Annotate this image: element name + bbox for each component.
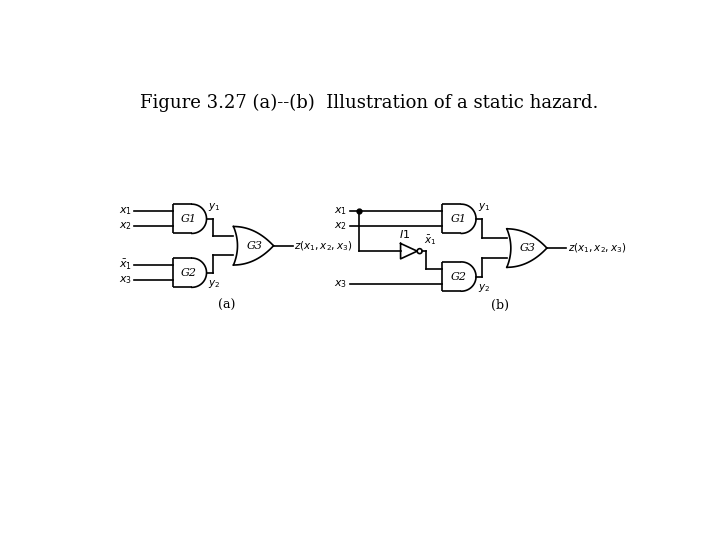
Text: $y_2$: $y_2$ bbox=[477, 282, 490, 294]
Text: $z(x_1, x_2, x_3)$: $z(x_1, x_2, x_3)$ bbox=[294, 239, 353, 253]
Text: G2: G2 bbox=[181, 268, 197, 278]
Text: $\bar{x}_1$: $\bar{x}_1$ bbox=[423, 233, 436, 247]
Text: G2: G2 bbox=[451, 272, 467, 281]
Text: $\bar{x}_1$: $\bar{x}_1$ bbox=[119, 258, 132, 272]
Text: G3: G3 bbox=[246, 241, 263, 251]
Text: $y_1$: $y_1$ bbox=[208, 201, 220, 213]
Text: G3: G3 bbox=[520, 243, 536, 253]
Text: $y_1$: $y_1$ bbox=[477, 201, 490, 213]
Text: (a): (a) bbox=[218, 299, 235, 312]
Text: $x_1$: $x_1$ bbox=[119, 206, 132, 218]
Text: G1: G1 bbox=[181, 214, 197, 224]
Text: $x_1$: $x_1$ bbox=[334, 206, 348, 218]
Text: $y_2$: $y_2$ bbox=[208, 278, 220, 290]
Text: G1: G1 bbox=[451, 214, 467, 224]
Text: $x_2$: $x_2$ bbox=[334, 220, 348, 232]
Text: $x_3$: $x_3$ bbox=[119, 274, 132, 286]
Text: $x_3$: $x_3$ bbox=[334, 278, 348, 290]
Text: $I1$: $I1$ bbox=[400, 228, 410, 240]
Text: $z(x_1, x_2, x_3)$: $z(x_1, x_2, x_3)$ bbox=[567, 241, 626, 255]
Text: (b): (b) bbox=[491, 299, 509, 312]
Text: Figure 3.27 (a)--(b)  Illustration of a static hazard.: Figure 3.27 (a)--(b) Illustration of a s… bbox=[140, 94, 598, 112]
Text: $x_2$: $x_2$ bbox=[119, 220, 132, 232]
